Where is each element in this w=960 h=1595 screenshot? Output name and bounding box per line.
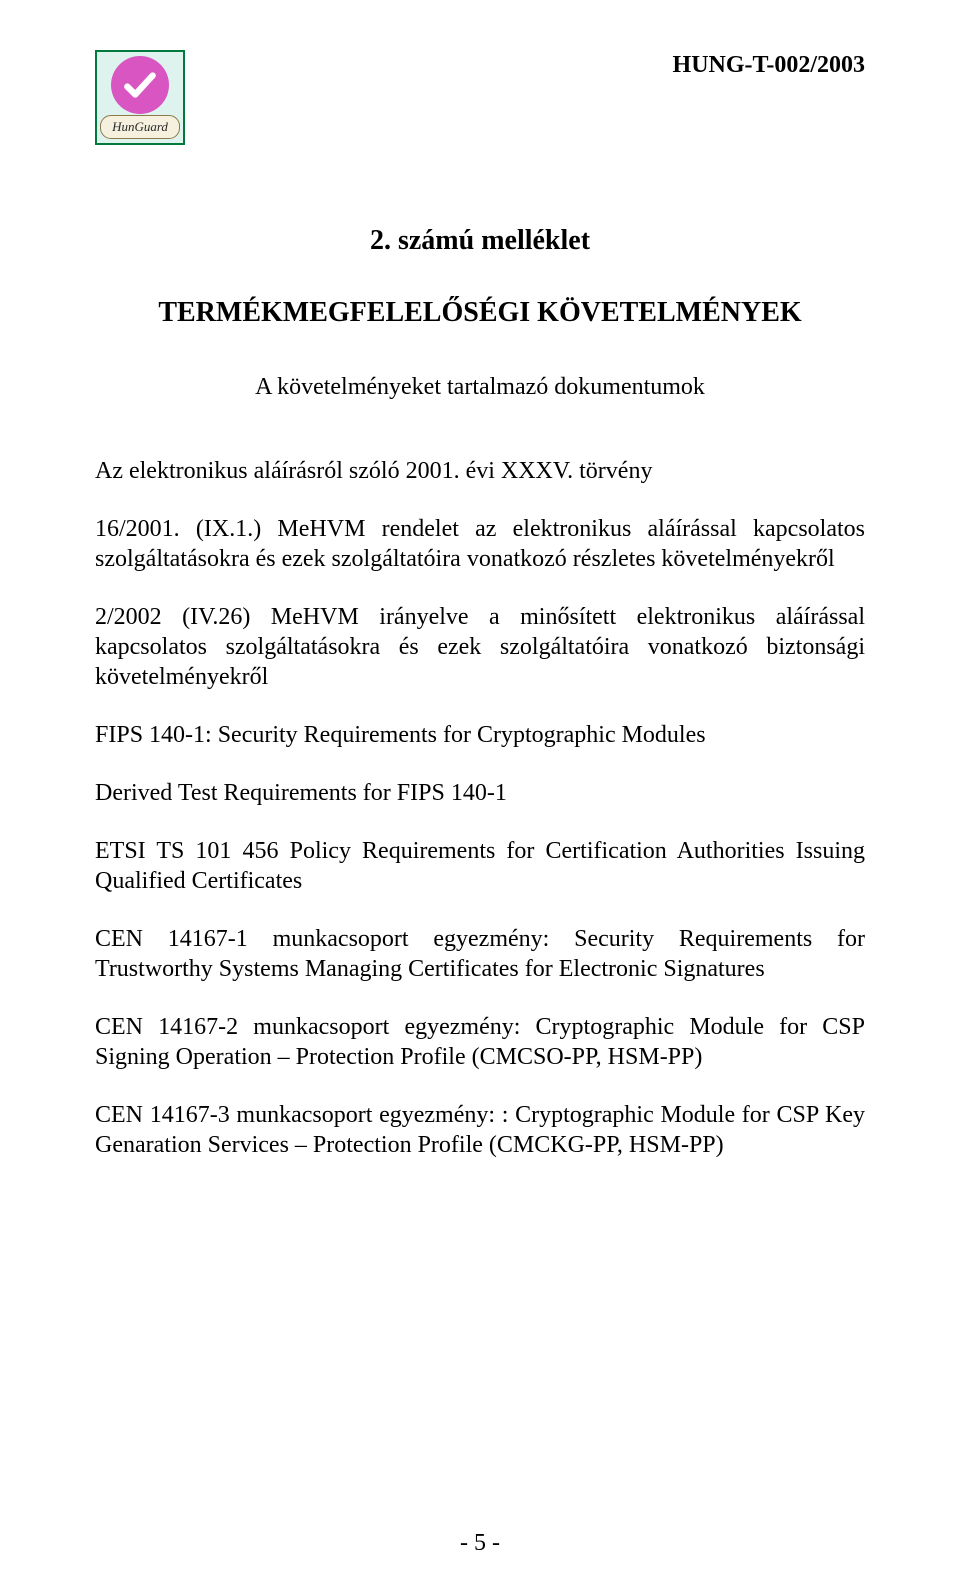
body-paragraph: 16/2001. (IX.1.) MeHVM rendelet az elekt… [95, 514, 865, 574]
body-paragraph: Derived Test Requirements for FIPS 140-1 [95, 778, 865, 808]
body-paragraph: CEN 14167-1 munkacsoport egyezmény: Secu… [95, 924, 865, 984]
checkmark-icon [111, 56, 169, 114]
body-paragraph: CEN 14167-3 munkacsoport egyezmény: : Cr… [95, 1100, 865, 1160]
brand-logo: HunGuard [95, 50, 185, 145]
title-block: 2. számú melléklet TERMÉKMEGFELELŐSÉGI K… [95, 225, 865, 401]
appendix-number: 2. számú melléklet [95, 225, 865, 257]
body-paragraph: Az elektronikus aláírásról szóló 2001. é… [95, 456, 865, 486]
page-title: TERMÉKMEGFELELŐSÉGI KÖVETELMÉNYEK [95, 297, 865, 329]
body-paragraph: ETSI TS 101 456 Policy Requirements for … [95, 836, 865, 896]
page-number: - 5 - [0, 1530, 960, 1557]
brand-name: HunGuard [100, 115, 180, 139]
body-paragraph: 2/2002 (IV.26) MeHVM irányelve a minősít… [95, 602, 865, 692]
body-paragraph: FIPS 140-1: Security Requirements for Cr… [95, 720, 865, 750]
page-subtitle: A követelményeket tartalmazó dokumentumo… [95, 374, 865, 401]
body-paragraph: CEN 14167-2 munkacsoport egyezmény: Cryp… [95, 1012, 865, 1072]
page-header: HunGuard HUNG-T-002/2003 [95, 50, 865, 145]
document-id: HUNG-T-002/2003 [673, 52, 865, 79]
document-page: HunGuard HUNG-T-002/2003 2. számú mellék… [0, 0, 960, 1595]
